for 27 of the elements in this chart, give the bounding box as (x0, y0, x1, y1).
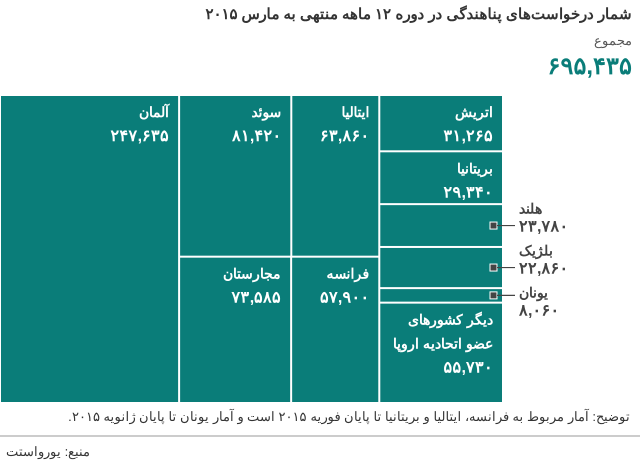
text: منبع: یورواستت (6, 444, 90, 460)
data-label: ۵۷,۹۰۰ (320, 290, 370, 307)
data-label: ۲۴۷,۶۳۵ (110, 128, 170, 145)
category-label: مجارستان (223, 266, 282, 283)
data-label: ۵۵,۷۳۰ (444, 360, 493, 377)
category-label: آلمان (139, 103, 170, 120)
data-label: ۷۳,۵۸۵ (230, 290, 282, 307)
data-label: ۸,۰۶۰ (518, 302, 560, 320)
category-label: بریتانیا (457, 160, 493, 178)
category-label: سوئد (251, 104, 282, 121)
data-label: ۸۱,۴۲۰ (230, 128, 282, 145)
category-label: ایتالیا (341, 104, 370, 120)
data-label: ۳۱,۲۶۵ (444, 128, 493, 145)
text: ۶۹۵,۴۳۵ (547, 53, 632, 80)
data-label: ۲۹,۳۴۰ (444, 184, 493, 202)
category-label: هلند (519, 200, 542, 217)
category-label: یونان (519, 284, 548, 302)
data-label: ۶۳,۸۶۰ (320, 128, 370, 145)
data-label: ۲۲,۸۶۰ (519, 260, 568, 278)
category-label: اتریش (455, 104, 493, 121)
data-label: ۲۳,۷۸۰ (519, 218, 568, 236)
text: شمار درخواست‌های پناهندگی در دوره ۱۲ ماهه منتهی به مارس ۲۰۱۵ (205, 5, 632, 24)
text: مجموع (594, 33, 632, 49)
text: توضیح: آمار مربوط به فرانسه، ایتالیا و بریتانیا تا پایان فوریه ۲۰۱۵ است و آمار یونان تا پایان ژانویه ۲۰۱۵. (68, 408, 630, 425)
category-label: بلژیک (519, 242, 553, 260)
category-label: فرانسه (326, 266, 370, 283)
category-label: دیگر کشورهای عضو اتحادیه اروپا (393, 312, 493, 353)
